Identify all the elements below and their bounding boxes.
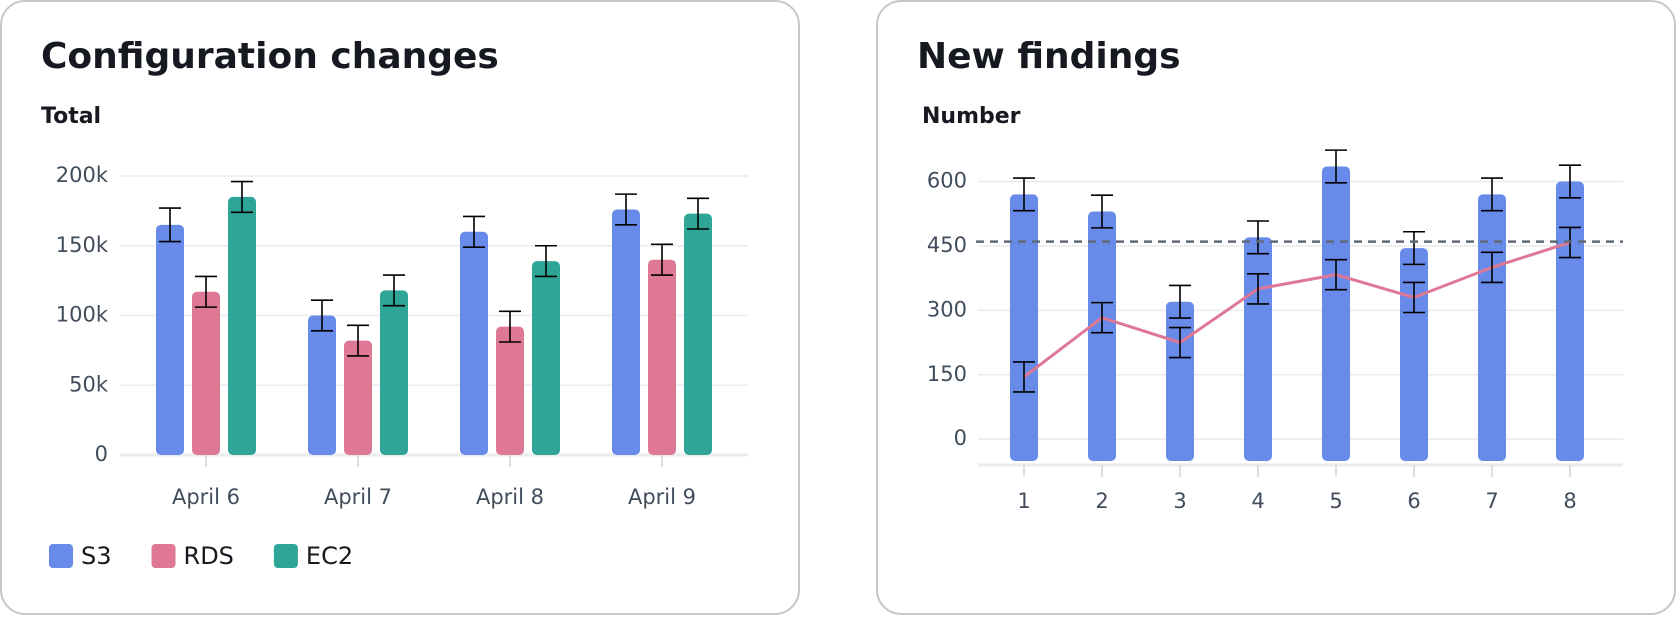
legend-swatch [49,544,73,568]
x-tick-label: 1 [1017,489,1030,513]
x-tick-label: 6 [1407,489,1420,513]
y-tick-label: 150k [56,233,109,257]
y-tick-label: 50k [69,372,109,396]
legend-swatch [151,544,176,568]
x-tick-label: 4 [1251,489,1264,513]
y-tick-label: 0 [95,442,108,466]
bar [156,224,184,455]
x-tick-label: April 9 [628,485,696,509]
card [876,0,1676,615]
y-tick-label: 600 [927,168,967,192]
chart-title: New findings [917,36,1181,77]
bar [1478,194,1506,461]
x-tick-label: 5 [1329,489,1342,513]
bar [380,290,408,455]
bar [1322,166,1350,461]
y-tick-label: 200k [56,163,109,187]
bar [1010,194,1038,461]
x-tick-label: April 7 [324,485,392,509]
bar [1088,211,1116,461]
x-tick-label: 2 [1095,489,1108,513]
y-tick-label: 0 [954,426,967,450]
bar [228,196,256,456]
legend-label: RDS [184,542,234,570]
legend-label: EC2 [306,542,353,570]
bar [612,209,640,455]
line [1023,241,1571,379]
bar [308,315,336,455]
x-tick-label: 3 [1173,489,1186,513]
x-tick-label: April 8 [476,485,544,509]
x-tick-label: April 6 [172,485,240,509]
bar [460,231,488,455]
bar [684,213,712,455]
bar [532,261,560,455]
legend-label: S3 [81,542,112,570]
bar [344,340,372,455]
x-tick-label: 8 [1563,489,1576,513]
y-tick-label: 100k [56,303,109,327]
axis-label: Number [922,104,1021,129]
chart-title: Configuration changes [41,36,499,77]
bar [648,259,676,455]
bar [496,326,524,455]
y-tick-label: 300 [927,297,967,321]
bar [1556,181,1584,461]
y-tick-label: 150 [927,362,967,386]
bar [1400,248,1428,461]
legend-swatch [273,544,298,568]
y-tick-label: 450 [927,233,967,257]
x-tick-label: 7 [1485,489,1498,513]
bar [192,291,220,455]
bar [1244,237,1272,461]
bar [1166,301,1194,461]
axis-label: Total [41,104,101,129]
